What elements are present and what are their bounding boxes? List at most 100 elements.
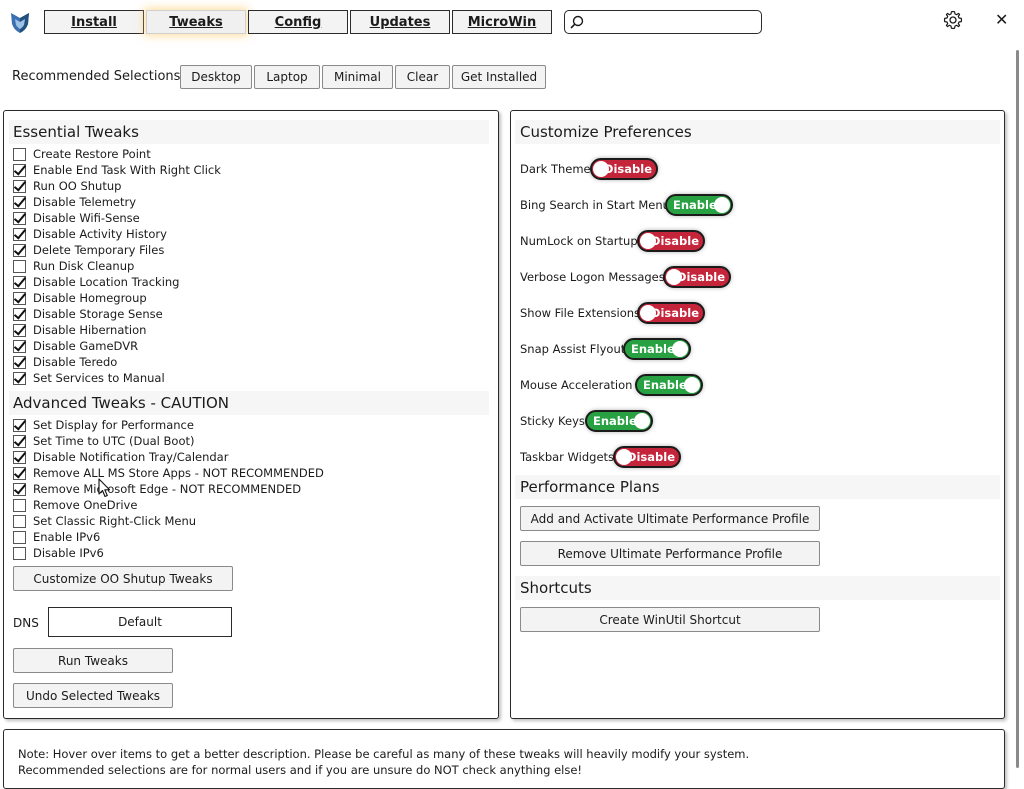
checkbox[interactable] xyxy=(13,450,26,464)
tweak-temp-files[interactable]: Delete Temporary Files xyxy=(13,242,164,258)
sticky-keys-toggle[interactable]: Enable xyxy=(585,410,653,432)
toggle-state: Enable xyxy=(673,198,717,212)
bing-search-toggle[interactable]: Enable xyxy=(665,194,733,216)
tweak-homegroup[interactable]: Disable Homegroup xyxy=(13,290,147,306)
checkbox[interactable] xyxy=(13,371,26,385)
scrollbar-thumb[interactable] xyxy=(1016,50,1019,768)
tab-microwin[interactable]: MicroWin xyxy=(452,10,552,34)
tweak-end-task[interactable]: Enable End Task With Right Click xyxy=(13,162,221,178)
clear-button[interactable]: Clear xyxy=(395,65,450,89)
tweak-remove-onedrive[interactable]: Remove OneDrive xyxy=(13,497,137,513)
taskbar-widgets-toggle[interactable]: Disable xyxy=(613,446,681,468)
toggle-state: Enable xyxy=(593,414,637,428)
tab-config[interactable]: Config xyxy=(248,10,348,34)
toggle-state: Disable xyxy=(650,234,699,248)
checkbox[interactable] xyxy=(13,195,26,209)
tweak-services-manual[interactable]: Set Services to Manual xyxy=(13,370,165,386)
add-ultimate-performance-button[interactable]: Add and Activate Ultimate Performance Pr… xyxy=(520,506,820,531)
checkbox[interactable] xyxy=(13,498,26,512)
tweak-disk-cleanup[interactable]: Run Disk Cleanup xyxy=(13,258,134,274)
checkbox[interactable] xyxy=(13,307,26,321)
checkbox[interactable] xyxy=(13,530,26,544)
toggle-state: Disable xyxy=(603,162,652,176)
pref-file-extensions-label: Show File Extensions xyxy=(520,306,641,320)
tweak-label: Set Time to UTC (Dual Boot) xyxy=(33,434,195,448)
checkbox[interactable] xyxy=(13,163,26,177)
checkbox[interactable] xyxy=(13,514,26,528)
verbose-logon-toggle[interactable]: Disable xyxy=(663,266,731,288)
tweak-storage-sense[interactable]: Disable Storage Sense xyxy=(13,306,163,322)
checkbox[interactable] xyxy=(13,259,26,273)
essential-tweaks-title: Essential Tweaks xyxy=(13,123,139,141)
tab-updates[interactable]: Updates xyxy=(350,10,450,34)
mouse-cursor-icon xyxy=(98,478,111,498)
dns-select[interactable]: Default xyxy=(48,607,232,637)
tweak-activity-history[interactable]: Disable Activity History xyxy=(13,226,167,242)
gear-icon[interactable] xyxy=(943,10,963,30)
file-extensions-toggle[interactable]: Disable xyxy=(637,302,705,324)
tweak-disable-ipv6[interactable]: Disable IPv6 xyxy=(13,545,104,561)
numlock-toggle[interactable]: Disable xyxy=(637,230,705,252)
checkbox[interactable] xyxy=(13,323,26,337)
tweak-label: Disable Homegroup xyxy=(33,291,147,305)
checkbox[interactable] xyxy=(13,291,26,305)
tweak-wifi-sense[interactable]: Disable Wifi-Sense xyxy=(13,210,140,226)
checkbox[interactable] xyxy=(13,546,26,560)
tweak-display-performance[interactable]: Set Display for Performance xyxy=(13,417,194,433)
tweak-label: Disable Location Tracking xyxy=(33,275,180,289)
tweak-hibernation[interactable]: Disable Hibernation xyxy=(13,322,146,338)
checkbox[interactable] xyxy=(13,339,26,353)
tweak-label: Disable Teredo xyxy=(33,355,118,369)
tweak-label: Set Services to Manual xyxy=(33,371,165,385)
tweak-remove-edge[interactable]: Remove Microsoft Edge - NOT RECOMMENDED xyxy=(13,481,301,497)
tweak-telemetry[interactable]: Disable Telemetry xyxy=(13,194,136,210)
checkbox[interactable] xyxy=(13,211,26,225)
run-tweaks-button[interactable]: Run Tweaks xyxy=(13,648,173,673)
checkbox[interactable] xyxy=(13,355,26,369)
tweak-remove-store-apps[interactable]: Remove ALL MS Store Apps - NOT RECOMMEND… xyxy=(13,465,324,481)
tweak-oo-shutup[interactable]: Run OO Shutup xyxy=(13,178,121,194)
dark-theme-toggle[interactable]: Disable xyxy=(590,158,658,180)
toggle-knob xyxy=(640,233,656,249)
tweak-create-restore-point[interactable]: Create Restore Point xyxy=(13,146,151,162)
snap-assist-toggle[interactable]: Enable xyxy=(623,338,691,360)
checkbox[interactable] xyxy=(13,466,26,480)
remove-ultimate-performance-button[interactable]: Remove Ultimate Performance Profile xyxy=(520,541,820,566)
checkbox[interactable] xyxy=(13,147,26,161)
note-line-1: Note: Hover over items to get a better d… xyxy=(18,747,750,761)
undo-tweaks-button[interactable]: Undo Selected Tweaks xyxy=(13,683,173,708)
tweak-notification-tray[interactable]: Disable Notification Tray/Calendar xyxy=(13,449,228,465)
tweak-label: Run Disk Cleanup xyxy=(33,259,135,273)
tab-tweaks[interactable]: Tweaks xyxy=(146,10,246,34)
preferences-header-bg xyxy=(515,120,1000,144)
close-icon[interactable]: ✕ xyxy=(995,10,1009,29)
pref-taskbar-widgets-label: Taskbar Widgets xyxy=(520,450,615,464)
desktop-button[interactable]: Desktop xyxy=(180,65,252,89)
minimal-button[interactable]: Minimal xyxy=(322,65,393,89)
tweak-gamedvr[interactable]: Disable GameDVR xyxy=(13,338,138,354)
checkbox[interactable] xyxy=(13,482,26,496)
laptop-button[interactable]: Laptop xyxy=(254,65,320,89)
checkbox[interactable] xyxy=(13,227,26,241)
checkbox[interactable] xyxy=(13,418,26,432)
get-installed-button[interactable]: Get Installed xyxy=(452,65,546,89)
mouse-acceleration-toggle[interactable]: Enable xyxy=(635,374,703,396)
pref-verbose-logon-label: Verbose Logon Messages xyxy=(520,270,665,284)
search-input[interactable] xyxy=(564,10,762,34)
checkbox[interactable] xyxy=(13,243,26,257)
tweak-location-tracking[interactable]: Disable Location Tracking xyxy=(13,274,180,290)
tweak-classic-menu[interactable]: Set Classic Right-Click Menu xyxy=(13,513,196,529)
checkbox[interactable] xyxy=(13,275,26,289)
tweak-teredo[interactable]: Disable Teredo xyxy=(13,354,117,370)
checkbox[interactable] xyxy=(13,179,26,193)
create-shortcut-button[interactable]: Create WinUtil Shortcut xyxy=(520,607,820,632)
tab-install[interactable]: Install xyxy=(44,10,144,34)
tweak-time-utc[interactable]: Set Time to UTC (Dual Boot) xyxy=(13,433,194,449)
toggle-knob xyxy=(672,341,688,357)
tweak-enable-ipv6[interactable]: Enable IPv6 xyxy=(13,529,100,545)
toggle-knob xyxy=(684,377,700,393)
checkbox[interactable] xyxy=(13,434,26,448)
toggle-state: Enable xyxy=(643,378,687,392)
customize-oo-shutup-button[interactable]: Customize OO Shutup Tweaks xyxy=(13,566,233,591)
pref-sticky-keys-label: Sticky Keys xyxy=(520,414,585,428)
